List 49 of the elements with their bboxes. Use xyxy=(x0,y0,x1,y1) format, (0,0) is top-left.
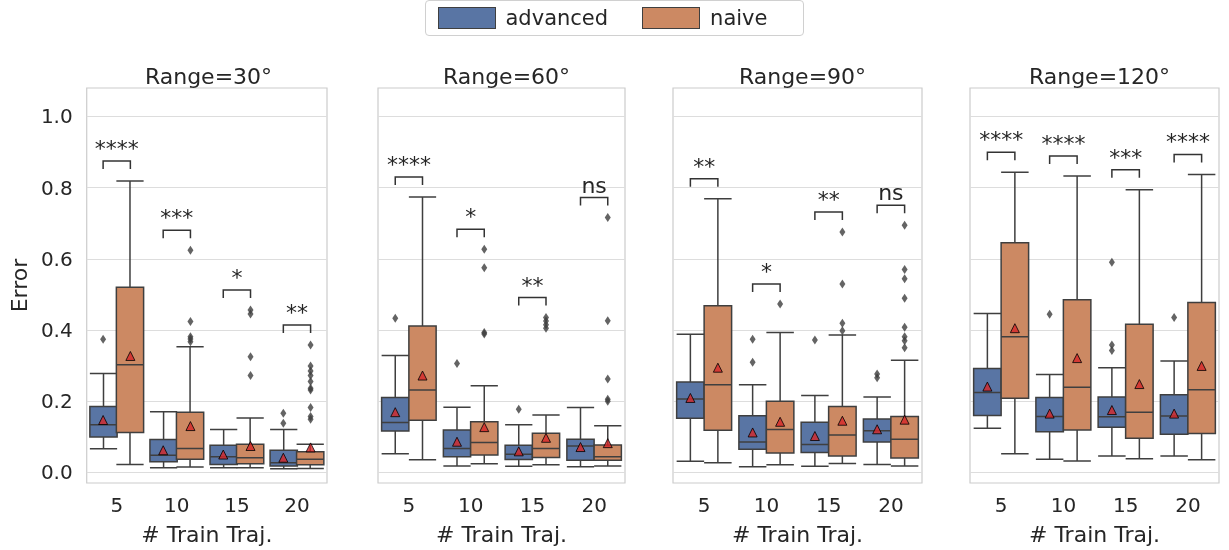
annotation: ** xyxy=(817,187,840,213)
chart-title: Range=30° xyxy=(144,63,273,89)
annotation: **** xyxy=(1165,129,1210,155)
x-tick-label: 10 xyxy=(164,493,190,517)
annotation: ** xyxy=(693,153,716,179)
y-tick-label: 0.0 xyxy=(40,460,73,485)
x-tick-label: 15 xyxy=(224,493,250,517)
x-tick-label: 5 xyxy=(697,493,711,517)
y-tick-label: 0.2 xyxy=(40,389,73,414)
x-tick-label: 10 xyxy=(1050,493,1077,517)
chart-title: Range=90° xyxy=(738,63,867,89)
annotation: ** xyxy=(521,272,544,298)
x-tick-label: 20 xyxy=(878,493,904,517)
x-axis-title: # Train Traj. xyxy=(1028,521,1161,547)
legend-label: naive xyxy=(709,6,768,30)
annotation: * xyxy=(760,259,772,284)
x-tick-label: 20 xyxy=(581,493,607,517)
y-tick-label: 0.4 xyxy=(40,317,73,342)
x-tick-label: 5 xyxy=(402,493,416,517)
annotation: ns xyxy=(581,172,607,198)
annotation: *** xyxy=(160,205,194,231)
legend-label: advanced xyxy=(504,6,609,30)
x-tick-label: 5 xyxy=(994,493,1008,517)
annotation: **** xyxy=(979,127,1024,153)
x-tick-label: 10 xyxy=(457,493,484,517)
y-tick-label: 0.6 xyxy=(40,246,73,271)
x-tick-label: 15 xyxy=(1112,493,1139,517)
annotation: **** xyxy=(386,151,431,177)
x-axis-title: # Train Traj. xyxy=(731,521,864,547)
x-axis-title: # Train Traj. xyxy=(435,521,568,547)
y-tick-label: 0.8 xyxy=(40,175,73,200)
chart-title: Range=60° xyxy=(442,63,571,89)
annotation: **** xyxy=(1041,130,1086,156)
x-tick-label: 10 xyxy=(753,493,780,517)
x-tick-label: 5 xyxy=(110,493,124,517)
x-tick-label: 15 xyxy=(519,493,546,517)
y-axis-title: Error xyxy=(6,257,32,313)
annotation: ns xyxy=(878,180,904,206)
annotation: **** xyxy=(94,135,139,161)
x-tick-label: 20 xyxy=(1175,493,1201,517)
chart-title: Range=120° xyxy=(1028,63,1171,89)
annotation: * xyxy=(465,204,477,230)
y-tick-label: 1.0 xyxy=(40,104,73,129)
x-tick-label: 15 xyxy=(815,493,842,517)
x-tick-label: 20 xyxy=(284,493,310,517)
annotation: * xyxy=(231,265,243,291)
annotation: ** xyxy=(285,299,308,325)
annotation: *** xyxy=(1109,144,1143,170)
x-axis-title: # Train Traj. xyxy=(141,521,273,547)
